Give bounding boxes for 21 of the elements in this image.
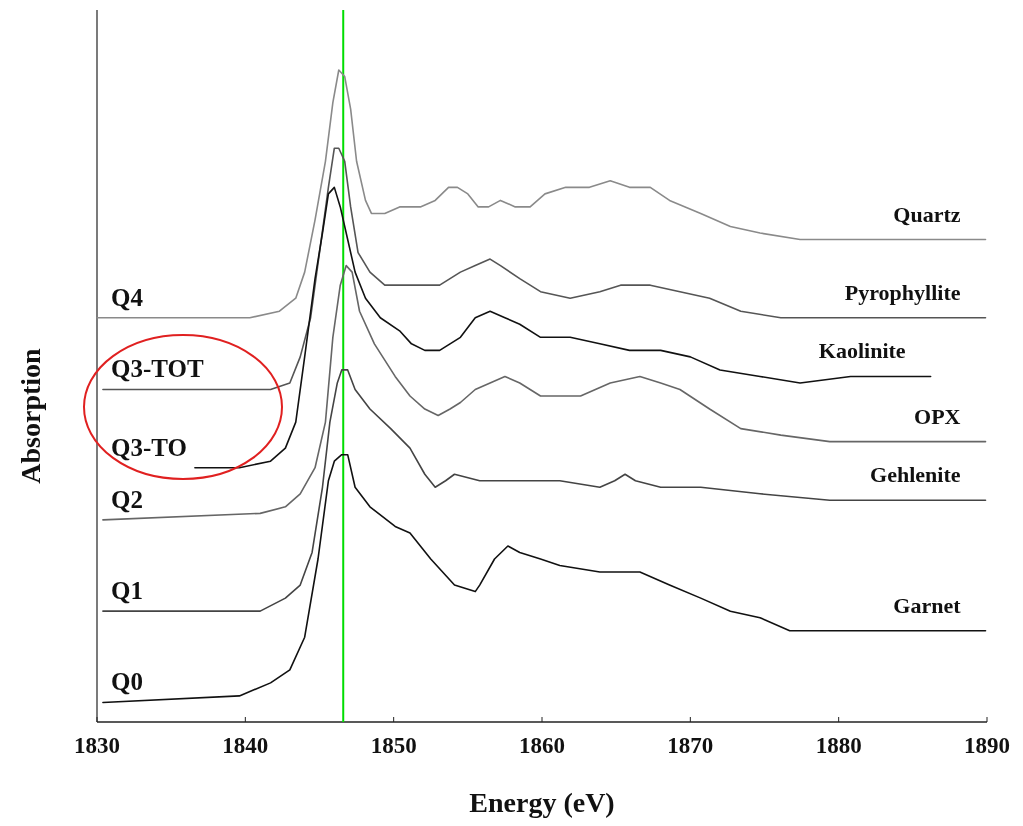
series-label: Pyrophyllite — [844, 279, 961, 305]
x-tick-label: 1860 — [519, 733, 565, 758]
annotation: Q3-TO — [111, 433, 187, 461]
series-label: Kaolinite — [818, 338, 906, 364]
series-label: Quartz — [893, 201, 961, 227]
x-tick-label: 1880 — [815, 733, 862, 758]
x-tick-label: 1850 — [370, 733, 417, 758]
y-axis-title: Absorption — [15, 347, 46, 484]
series-label: OPX — [914, 403, 961, 429]
x-tick-label: 1870 — [667, 733, 714, 758]
series-label: Garnet — [893, 592, 962, 618]
x-tick-label: 1890 — [964, 733, 1010, 758]
annotation: Q0 — [111, 668, 143, 696]
x-axis-title: Energy (eV) — [469, 787, 615, 818]
annotation: Q2 — [111, 485, 143, 513]
series-label: Gehlenite — [870, 462, 961, 488]
annotation: Q4 — [111, 283, 144, 311]
x-tick-label: 1840 — [222, 733, 269, 758]
annotation: Q1 — [111, 577, 143, 605]
x-tick-label: 1830 — [74, 733, 120, 758]
annotation: Q3-TOT — [111, 355, 204, 383]
